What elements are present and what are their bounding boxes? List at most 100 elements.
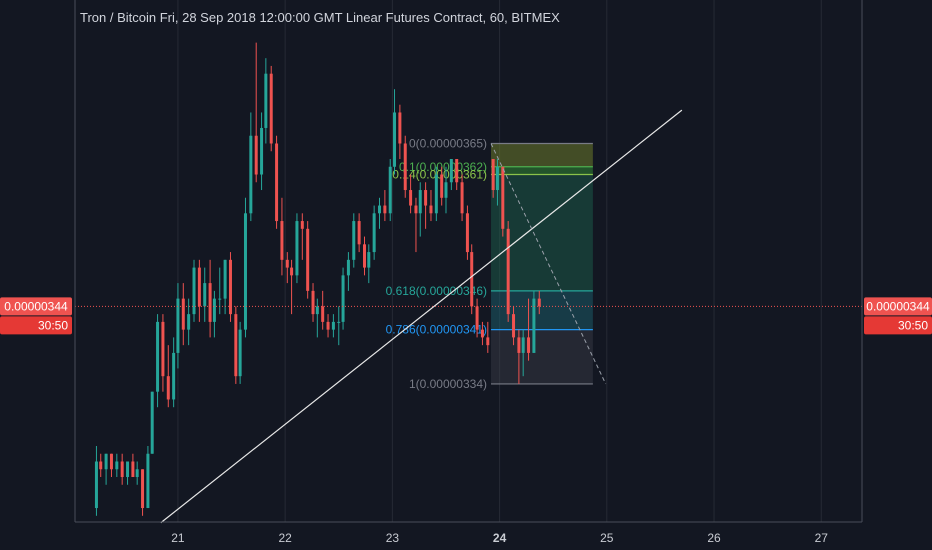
drawing-layer — [75, 109, 862, 524]
candle-body — [352, 221, 356, 260]
x-tick-label: 23 — [386, 531, 400, 545]
candle-body — [264, 73, 268, 128]
candle-body — [300, 221, 304, 229]
candle-body — [275, 143, 279, 222]
candle-body — [120, 461, 124, 478]
candle-body — [455, 159, 459, 183]
candle-body — [480, 329, 484, 338]
candle-body — [495, 166, 499, 191]
candle-body — [341, 275, 345, 322]
current-price-tag-left-bg — [0, 297, 72, 316]
x-tick-label: 25 — [600, 531, 614, 545]
candle-body — [187, 314, 191, 330]
candle-body — [228, 259, 232, 315]
candle-body — [203, 283, 207, 307]
candle-body — [176, 298, 180, 353]
candle-body — [434, 174, 438, 214]
candle-body — [150, 391, 154, 454]
fib-zone — [491, 290, 593, 330]
candle-body — [249, 135, 253, 214]
fib-level-label: 0.786(0.00000341) — [386, 323, 487, 337]
candle-body — [337, 321, 341, 323]
current-price-tag-left-timer-bg — [0, 316, 72, 335]
candle-body — [537, 298, 541, 307]
current-price-tag-right-text: 0.00000344 — [866, 299, 930, 313]
candle-body — [440, 174, 444, 198]
candle-body — [429, 205, 433, 214]
candle-body — [388, 166, 392, 214]
fib-zone — [491, 329, 593, 384]
candle-body — [311, 290, 315, 315]
candle-body — [269, 73, 273, 144]
candle-body — [146, 453, 150, 509]
candle-body — [126, 461, 130, 478]
candle-body — [223, 259, 227, 299]
candle-body — [372, 213, 376, 253]
candle-body — [378, 205, 382, 214]
candle-body — [166, 376, 170, 400]
candle-body — [460, 182, 464, 214]
candle-body — [475, 306, 479, 330]
candle-body — [362, 244, 366, 268]
candle-body — [131, 461, 135, 478]
candle-body — [398, 112, 402, 144]
current-price-tag-left-text: 0.00000344 — [4, 299, 68, 313]
fib-level-label: 1(0.00000334) — [409, 377, 487, 391]
candle-body — [295, 221, 299, 276]
x-tick-label: 21 — [171, 531, 185, 545]
x-tick-label: 26 — [707, 531, 721, 545]
fib-level-label: 0.1(0.00000362) — [399, 160, 487, 174]
candle-body — [470, 252, 474, 307]
candle-body — [527, 337, 531, 353]
fib-zone — [491, 166, 593, 175]
candle-body — [285, 259, 289, 268]
x-tick-label: 24 — [493, 531, 507, 545]
candle-body — [243, 213, 247, 330]
candle-body — [172, 352, 176, 400]
candle-body — [414, 205, 418, 214]
candle-body — [115, 461, 119, 470]
candle-body — [290, 267, 294, 276]
candle-body — [141, 469, 145, 509]
candle-body — [486, 337, 490, 346]
candle-body — [357, 221, 361, 245]
candle-body — [280, 221, 284, 260]
grid-layer — [177, 0, 822, 522]
trendline — [160, 109, 683, 524]
candle-body — [512, 314, 516, 338]
candle-body — [367, 252, 371, 268]
candle-body — [104, 453, 108, 470]
candle-body — [409, 190, 413, 206]
candle-body — [383, 205, 387, 214]
fib-diagonal-dashed — [490, 143, 607, 385]
candle-body — [192, 267, 196, 315]
chart-title: Tron / Bitcoin Fri, 28 Sep 2018 12:00:00… — [80, 10, 560, 25]
current-price-tag-right-timer-text: 30:50 — [898, 318, 928, 332]
candle-body — [346, 259, 350, 276]
candle-body — [326, 321, 330, 330]
candle-body — [491, 159, 495, 191]
candle-body — [234, 314, 238, 377]
candle-body — [99, 461, 103, 470]
candle-body — [331, 321, 335, 330]
current-price-tag-right-bg — [864, 297, 932, 316]
current-price-tag-left-timer-text: 30:50 — [38, 318, 68, 332]
candle-body — [218, 298, 222, 300]
candle-body — [109, 453, 113, 470]
candle-body — [418, 190, 422, 214]
x-tick-label: 27 — [815, 531, 829, 545]
candle-body — [465, 213, 469, 253]
fib-level-label: 0.14(0.00000361) — [392, 168, 487, 182]
candle-body — [521, 337, 525, 353]
candle-body — [501, 166, 505, 229]
candle-body — [181, 298, 185, 330]
candle-body — [506, 228, 510, 315]
candle-body — [208, 283, 212, 322]
candle-body — [444, 182, 448, 198]
candle-body — [321, 306, 325, 322]
candle-body — [135, 469, 139, 478]
candle-body — [315, 306, 319, 315]
